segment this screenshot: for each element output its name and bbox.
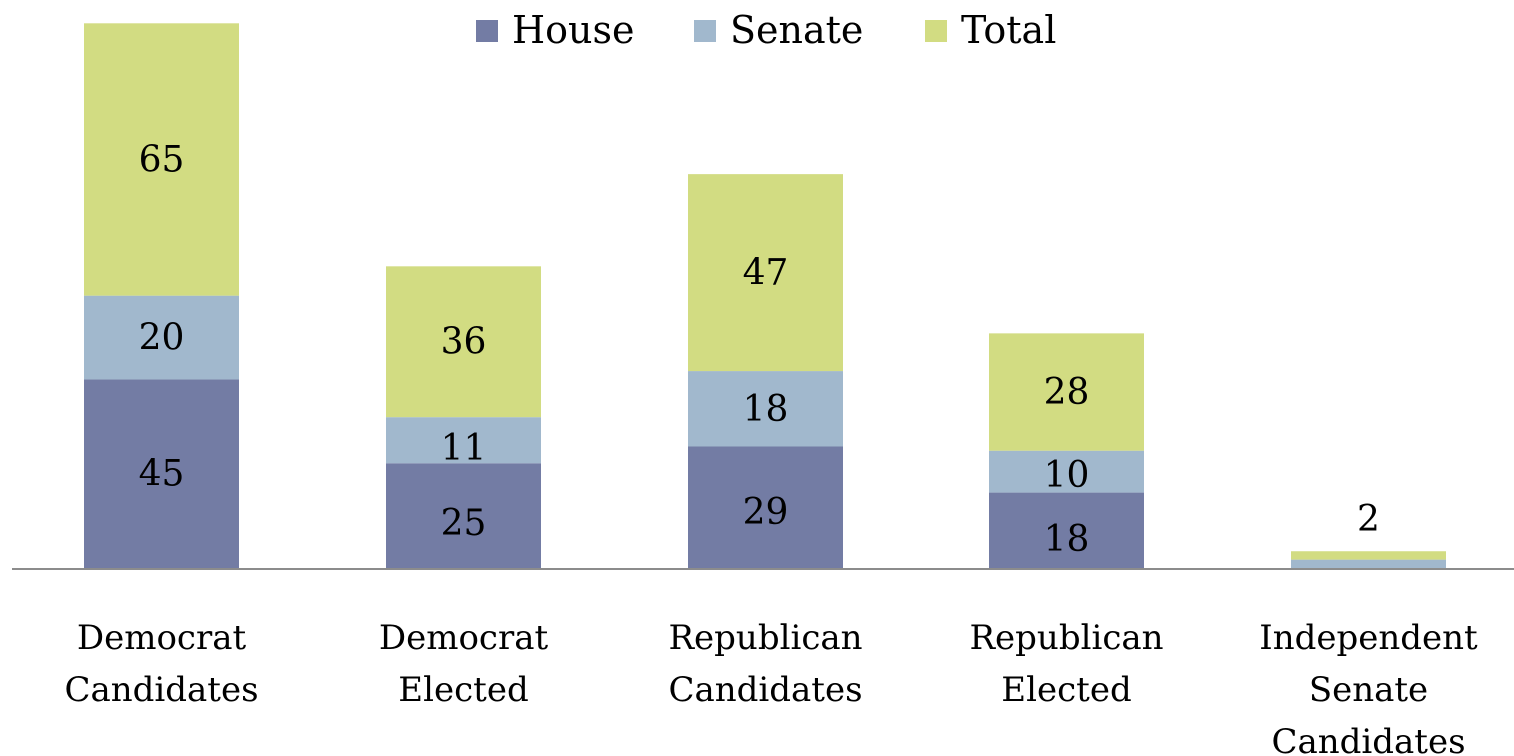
data-label-total-4: 2	[1357, 499, 1380, 540]
bar-house-3	[989, 492, 1144, 568]
category-label-3-line-0: Republican	[969, 618, 1163, 658]
category-label-0-line-1: Candidates	[64, 670, 258, 710]
bar-senate-2	[688, 371, 843, 447]
category-label-3-line-1: Elected	[1001, 670, 1131, 710]
data-labels: 45 20 65 25 11 36 29 18 47 18 10 28 2	[139, 139, 1380, 560]
bar-senate-0	[84, 295, 239, 380]
data-label-house-0: 45	[139, 454, 185, 495]
legend-swatch-senate	[694, 20, 716, 42]
category-label-1-line-1: Elected	[398, 670, 528, 710]
data-label-house-1: 25	[441, 503, 487, 544]
data-label-total-2: 47	[743, 253, 789, 294]
bar-total-1	[386, 266, 541, 418]
bar-house-1	[386, 463, 541, 568]
data-label-senate-1: 11	[441, 428, 487, 469]
data-label-total-0: 65	[139, 139, 185, 180]
legend-label-house: House	[512, 8, 634, 52]
bar-senate-3	[989, 450, 1144, 493]
legend: House Senate Total	[476, 8, 1056, 52]
bar-total-4	[1291, 551, 1446, 560]
legend-swatch-house	[476, 20, 498, 42]
data-label-total-3: 28	[1044, 372, 1090, 413]
bar-total-2	[688, 174, 843, 372]
data-label-senate-0: 20	[139, 318, 185, 359]
bar-house-0	[84, 379, 239, 568]
category-label-2-line-0: Republican	[668, 618, 862, 658]
data-label-house-3: 18	[1044, 519, 1090, 560]
category-label-1-line-0: Democrat	[379, 618, 549, 658]
legend-label-total: Total	[961, 8, 1056, 52]
category-labels: Democrat Candidates Democrat Elected Republi…	[64, 618, 1478, 756]
data-label-total-1: 36	[441, 322, 487, 363]
category-label-0-line-0: Democrat	[77, 618, 247, 658]
bar-total-0	[84, 23, 239, 296]
data-label-senate-3: 10	[1044, 455, 1090, 496]
legend-swatch-total	[925, 20, 947, 42]
bar-total-3	[989, 333, 1144, 451]
legend-label-senate: Senate	[730, 8, 863, 52]
category-label-2-line-1: Candidates	[668, 670, 862, 710]
category-label-4-line-1: Senate	[1309, 670, 1428, 710]
bars	[84, 23, 1446, 568]
data-label-house-2: 29	[743, 492, 789, 533]
bar-senate-1	[386, 417, 541, 464]
data-label-senate-2: 18	[743, 389, 789, 430]
bar-senate-4	[1291, 559, 1446, 568]
category-label-4-line-0: Independent	[1259, 618, 1478, 658]
category-label-4-line-2: Candidates	[1271, 722, 1465, 756]
bar-house-2	[688, 446, 843, 568]
